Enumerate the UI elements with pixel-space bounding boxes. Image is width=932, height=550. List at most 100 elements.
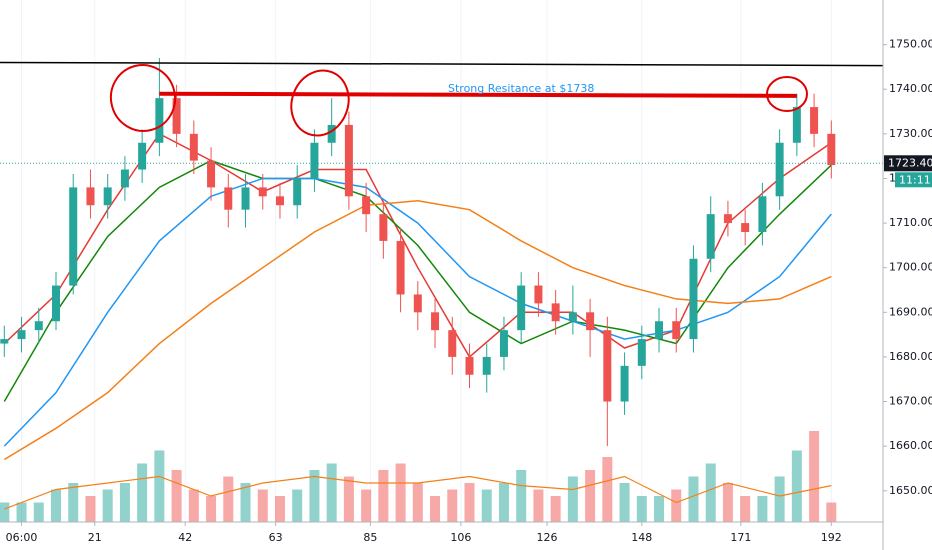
volume-bar xyxy=(533,489,544,522)
x-tick-label: 106 xyxy=(450,531,471,544)
candle-body xyxy=(637,339,646,366)
volume-bar xyxy=(654,496,665,522)
volume-bar xyxy=(188,489,199,522)
volume-bar xyxy=(343,476,354,522)
candle-body xyxy=(17,330,26,340)
volume-bar xyxy=(447,489,458,522)
candle-body xyxy=(86,187,95,206)
volume-bar xyxy=(326,463,337,522)
candle-body xyxy=(51,285,60,322)
candle-body xyxy=(465,356,474,375)
drawings: Strong Resitance at $1738 xyxy=(0,61,884,164)
candle-body xyxy=(431,312,440,331)
volume-bar xyxy=(274,496,285,522)
candle-body xyxy=(103,187,112,206)
volume-bar xyxy=(154,450,165,522)
candle-body xyxy=(34,321,43,331)
y-tick-label: 1670.00 xyxy=(889,395,932,408)
volume-bar xyxy=(395,463,406,522)
candle-body xyxy=(327,124,336,143)
volume-bar xyxy=(550,496,561,522)
candle-body xyxy=(362,196,371,215)
y-tick-label: 1690.00 xyxy=(889,305,932,318)
volume-bar xyxy=(309,470,320,522)
volume-bar xyxy=(740,496,751,522)
candle-body xyxy=(551,303,560,322)
volume-bar xyxy=(50,489,61,522)
candle-body xyxy=(741,223,750,232)
candle-body xyxy=(69,187,78,286)
volume-bar xyxy=(826,502,837,522)
x-tick-label: 63 xyxy=(269,531,283,544)
candle-body xyxy=(672,321,681,340)
y-tick-label: 1750.00 xyxy=(889,38,932,51)
candle-body xyxy=(534,285,543,304)
countdown-box xyxy=(895,172,932,188)
y-tick-label: 1740.00 xyxy=(889,82,932,95)
countdown-label: 11:11 xyxy=(899,173,931,186)
volume-bar xyxy=(567,476,578,522)
volume-bar xyxy=(636,496,647,522)
candle-body xyxy=(120,169,129,188)
volume-bar xyxy=(378,470,389,522)
circle xyxy=(290,69,350,137)
volume-bar xyxy=(171,470,182,522)
x-tick-label: 21 xyxy=(88,531,102,544)
x-tick-label: 42 xyxy=(178,531,192,544)
candle-body xyxy=(379,214,388,241)
highlight-circles xyxy=(109,64,808,137)
candle-body xyxy=(207,160,216,188)
y-tick-label: 1680.00 xyxy=(889,350,932,363)
x-tick-label: 06:00 xyxy=(6,531,38,544)
circle xyxy=(109,64,177,132)
volume-bar xyxy=(137,463,148,522)
candle-body xyxy=(655,321,664,340)
volume-bar xyxy=(412,483,423,522)
candle-body xyxy=(568,312,577,322)
volume-bar xyxy=(0,502,10,522)
volume-bar xyxy=(498,483,509,522)
volume-bar xyxy=(516,470,527,522)
volume-bar xyxy=(481,489,492,522)
candle-body xyxy=(586,312,595,331)
candle-body xyxy=(275,196,284,206)
candle-body xyxy=(189,133,198,161)
x-tick-label: 126 xyxy=(537,531,558,544)
x-tick-label: 192 xyxy=(821,531,842,544)
x-tick-label: 148 xyxy=(631,531,652,544)
candles xyxy=(0,58,836,447)
volume-bar xyxy=(688,476,699,522)
candle-body xyxy=(827,133,836,166)
candle-body xyxy=(258,187,267,197)
volume-bar xyxy=(774,476,785,522)
candle-body xyxy=(448,330,457,357)
volume-bar xyxy=(722,483,733,522)
candle-body xyxy=(706,214,715,259)
y-tick-label: 1650.00 xyxy=(889,484,932,497)
volume-bar xyxy=(119,483,130,522)
y-tick-label: 1700.00 xyxy=(889,261,932,274)
volume-bar xyxy=(585,470,596,522)
y-tick-label: 1730.00 xyxy=(889,127,932,140)
candle-body xyxy=(138,142,147,170)
volume-bar xyxy=(85,496,96,522)
volume-bar xyxy=(705,463,716,522)
volume-bar xyxy=(16,502,27,522)
volume-bar xyxy=(257,489,268,522)
candle-body xyxy=(620,365,629,402)
volume-ma xyxy=(4,475,832,510)
volume-bar xyxy=(430,496,441,522)
candle-body xyxy=(155,98,164,143)
volume-bar xyxy=(809,431,820,522)
volume-bar xyxy=(292,489,303,522)
candle-body xyxy=(775,142,784,197)
candle-body xyxy=(224,187,233,210)
last-price-box xyxy=(884,155,932,172)
volume-bar xyxy=(240,483,251,522)
candle-body xyxy=(396,240,405,295)
candle-body xyxy=(482,356,491,375)
volume-bar xyxy=(602,457,613,522)
resistance-line xyxy=(159,91,797,98)
volume-bar xyxy=(206,496,217,522)
volume-bar xyxy=(33,502,44,522)
